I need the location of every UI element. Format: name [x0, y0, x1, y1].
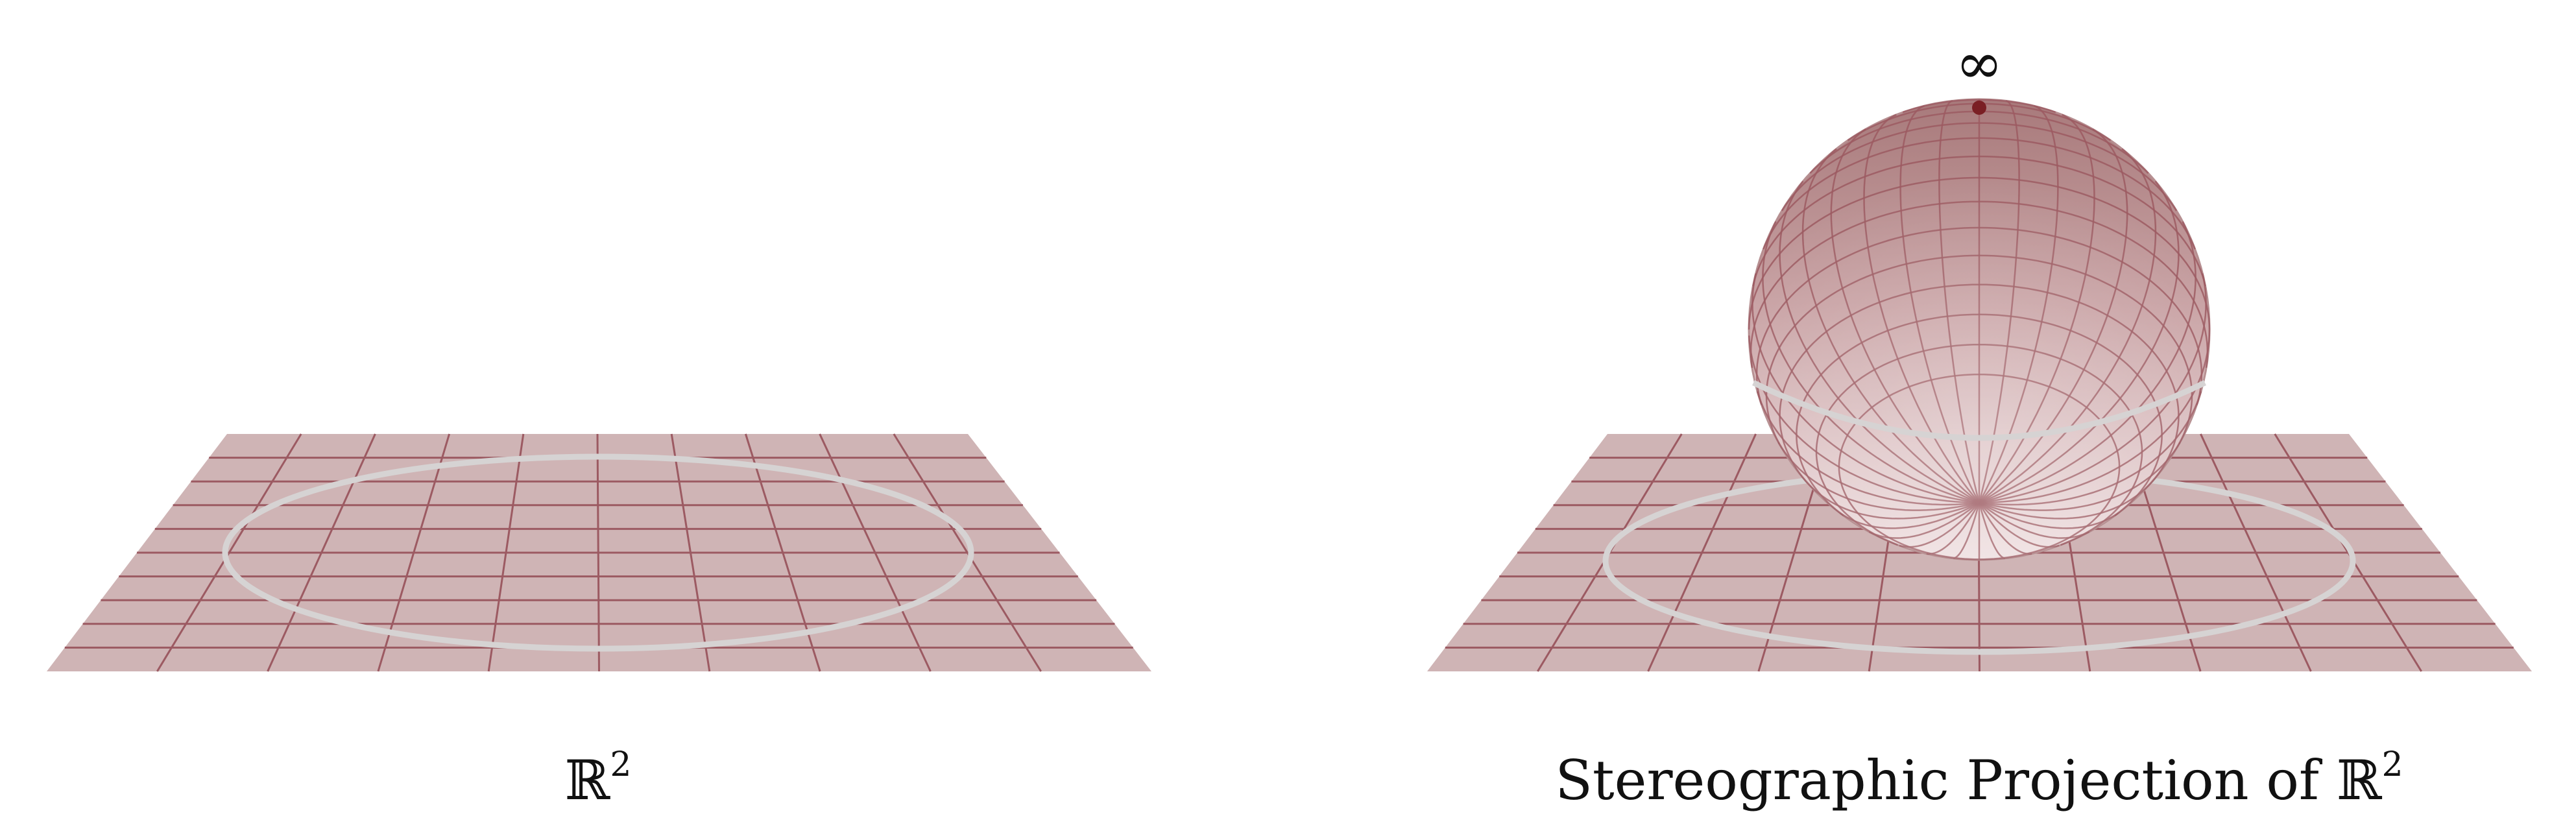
- right-plane-panel: ∞: [1427, 30, 2532, 671]
- right-caption-superscript: 2: [2382, 745, 2403, 784]
- north-pole-point: [1972, 101, 1986, 115]
- left-caption-superscript: 2: [610, 745, 631, 784]
- riemann-sphere: [1749, 99, 2209, 560]
- left-caption-base: ℝ: [565, 749, 611, 812]
- infinity-label: ∞: [1955, 30, 2003, 97]
- sphere-highlight: [1749, 99, 2209, 560]
- right-caption-prefix: Stereographic Projection of ℝ: [1555, 749, 2382, 812]
- left-plane-panel: [47, 434, 1151, 671]
- right-caption: Stereographic Projection of ℝ2: [1555, 745, 2403, 812]
- left-caption: ℝ2: [565, 745, 632, 812]
